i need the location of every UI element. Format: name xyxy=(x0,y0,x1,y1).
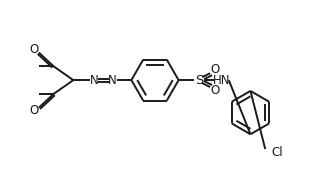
Text: O: O xyxy=(210,63,220,76)
Text: HN: HN xyxy=(213,74,231,87)
Text: N: N xyxy=(108,74,117,87)
Text: S: S xyxy=(195,74,203,87)
Text: N: N xyxy=(90,74,98,87)
Text: O: O xyxy=(210,85,220,97)
Text: Cl: Cl xyxy=(271,146,283,159)
Text: O: O xyxy=(29,43,38,56)
Text: O: O xyxy=(29,104,38,117)
